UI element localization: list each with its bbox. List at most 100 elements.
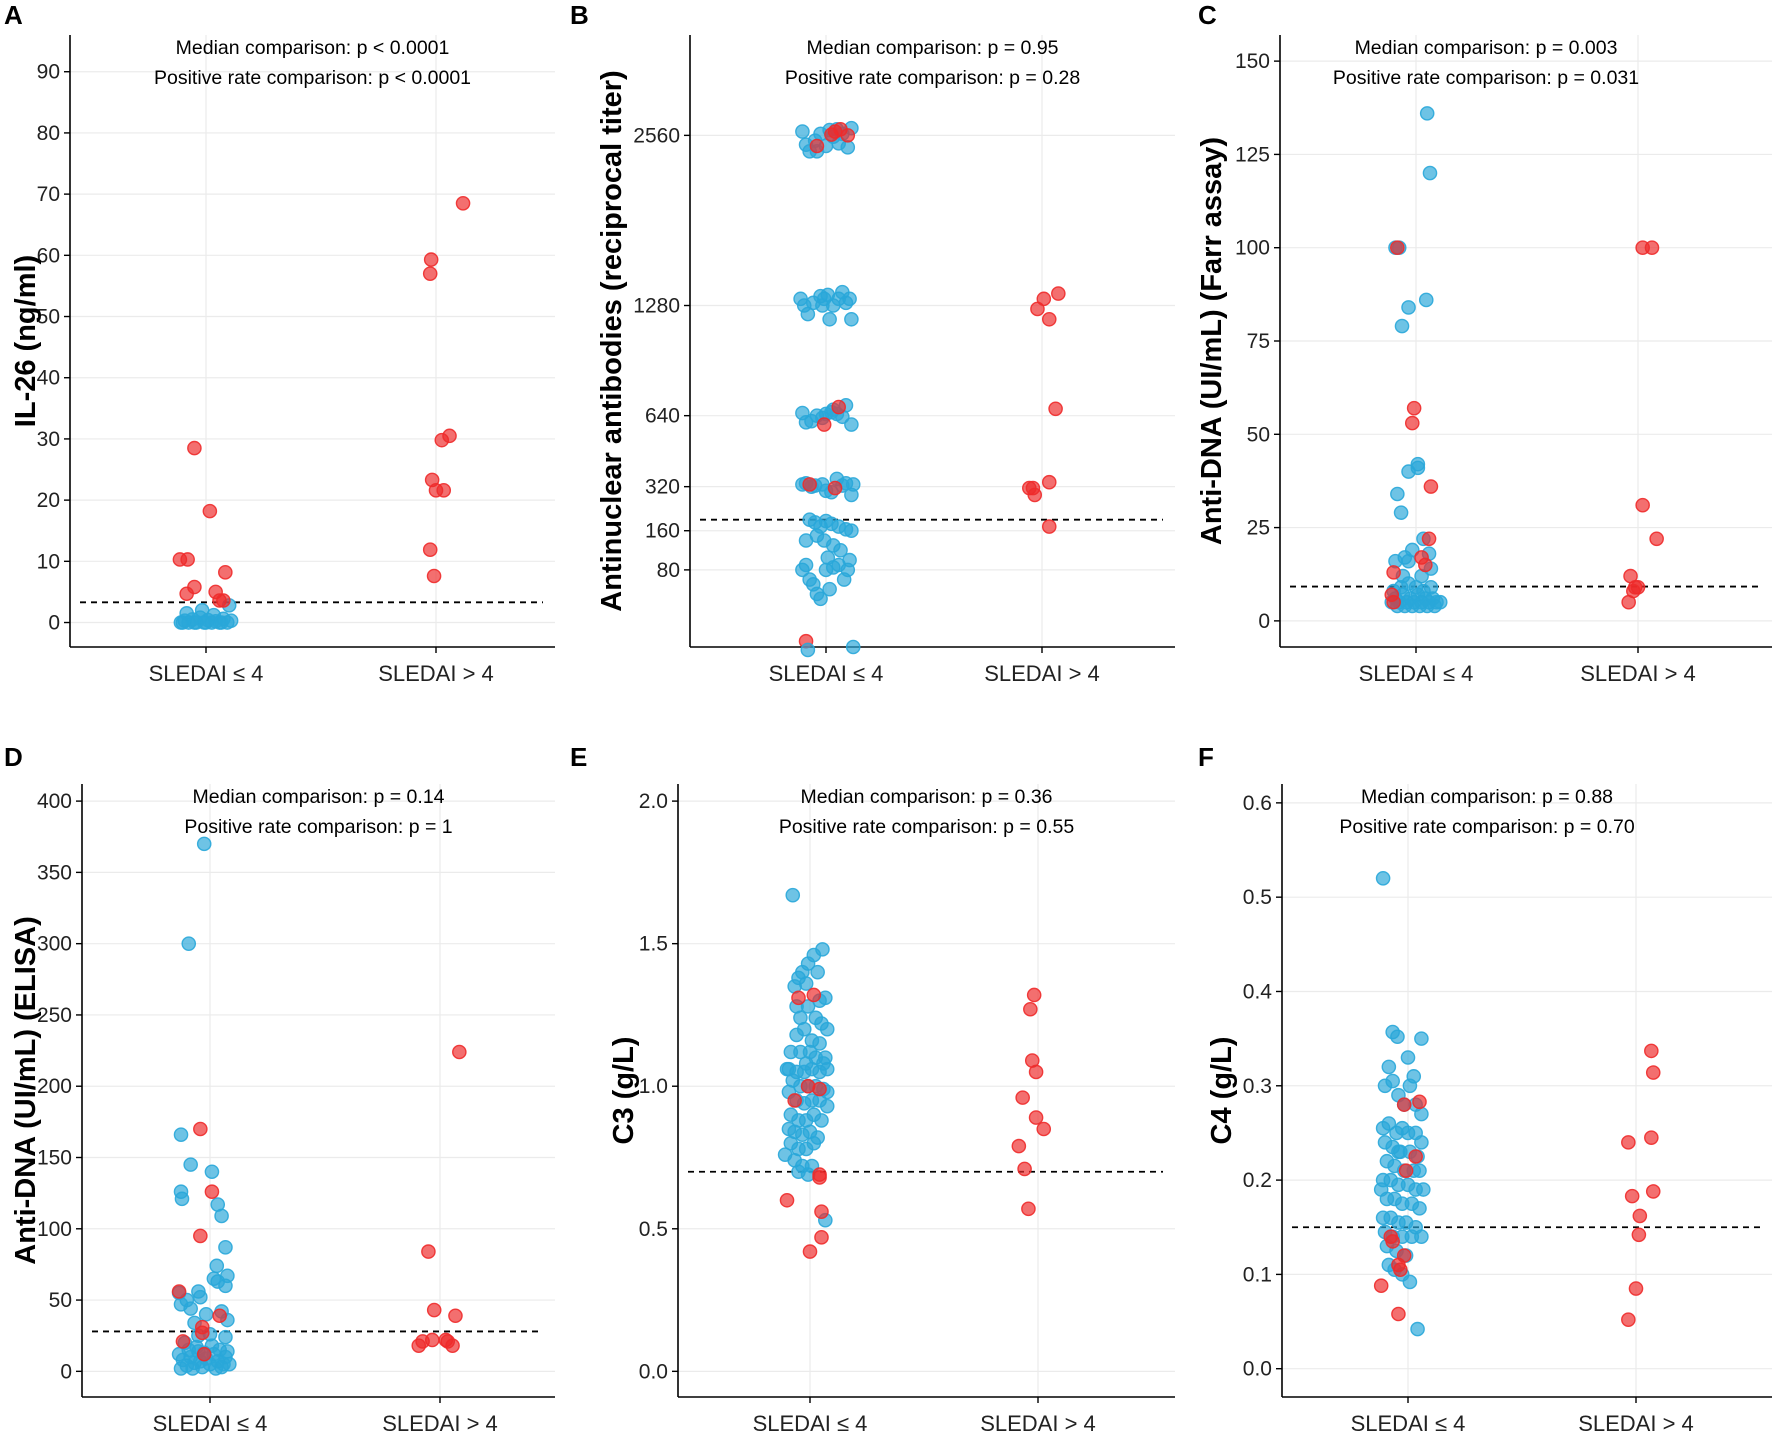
data-point [800,642,816,658]
y-tick-label: 1280 [633,295,680,318]
data-point [1644,1043,1659,1059]
data-point [822,581,837,597]
data-point [1394,318,1410,334]
y-tick-label: 50 [1247,423,1270,446]
y-axis-label: C3 (g/L) [608,1037,640,1145]
data-point [1041,474,1057,490]
y-axis-label: Antinuclear antibodies (reciprocal titer… [596,70,628,611]
data-point [789,1027,804,1043]
data-point [198,615,214,630]
positive-rate-comparison: Positive rate comparison: p = 0.28 [785,67,1080,89]
data-point [1393,505,1409,520]
data-point [787,1093,802,1108]
data-point [798,976,814,991]
data-point [819,1098,835,1114]
y-tick-label: 70 [37,183,60,206]
panel-letter: E [570,742,587,772]
data-point [819,1021,835,1037]
y-tick-label: 400 [37,790,72,813]
data-point [1401,300,1416,315]
data-point [173,1127,189,1142]
data-point [1423,579,1439,595]
data-point [218,1240,233,1255]
data-point [1645,1184,1661,1199]
y-tick-label: 1.0 [639,1075,668,1098]
data-point [218,565,233,580]
data-point [1385,1234,1400,1249]
x-tick-label: SLEDAI > 4 [378,661,494,686]
data-point [212,1308,227,1324]
data-point [785,887,801,903]
data-point [815,298,830,313]
panel-f: 0.0 0.1 0.2 0.3 0.4 0.5 0.6 SLEDAI ≤ 4 SLEDAI > … [1198,742,1772,1431]
data-point [814,1204,829,1219]
data-point [809,138,825,154]
y-tick-label: 0.0 [639,1360,668,1383]
data-point [1390,240,1405,256]
data-point [426,568,442,584]
data-point [183,1157,198,1172]
panel-c: 0 25 50 75 100 125 150 SLEDAI ≤ 4 SLEDAI > 4 Medi… [1196,0,1772,686]
data-point [812,1036,827,1051]
data-point [795,124,810,139]
data-point [1041,519,1057,534]
data-point [1410,460,1426,476]
x-tick-label: SLEDAI ≤ 4 [1359,661,1474,686]
data-point [1375,871,1391,886]
data-point [193,1289,208,1305]
data-point [1385,1073,1400,1089]
y-tick-label: 0 [60,1360,72,1383]
data-point [844,311,859,327]
data-point [214,1208,229,1224]
y-tick-label: 0.6 [1243,792,1272,815]
data-point [1624,1188,1640,1204]
data-point [806,1135,822,1151]
data-point [1021,1201,1036,1217]
data-point [813,591,828,607]
data-point [1051,286,1066,301]
y-tick-label: 250 [37,1004,72,1027]
data-point [1410,1321,1425,1337]
y-tick-label: 0.2 [1243,1169,1272,1192]
data-point [216,593,231,608]
data-point [779,1061,795,1077]
panel-letter: F [1198,742,1214,772]
y-tick-label: 640 [645,405,680,428]
data-point [218,1278,233,1294]
data-point [1432,594,1448,610]
data-point [1023,1001,1038,1017]
data-point [802,1244,818,1259]
median-comparison: Median comparison: p = 0.36 [800,786,1052,808]
y-axis-label: Anti-DNA (UI/mL) (Farr assay) [1196,137,1228,545]
data-point [802,477,817,492]
data-point [1390,1029,1405,1045]
data-point [840,562,856,578]
data-point [1422,165,1438,181]
panel-a: 0 10 20 30 40 50 60 70 80 90 SLEDAI ≤ 4 SLEDAI > 4 M… [4,0,555,686]
data-point [814,1230,829,1245]
data-point [1027,487,1043,503]
y-tick-label: 150 [37,1147,72,1170]
data-point [198,1307,214,1322]
x-tick-label: SLEDAI > 4 [984,661,1100,686]
data-point [423,252,439,267]
data-point [1396,1097,1412,1112]
data-point [175,615,191,630]
data-point [1015,1090,1030,1105]
data-point [1041,311,1057,327]
data-point [204,1184,220,1200]
y-tick-label: 30 [37,428,60,451]
data-point [204,1164,220,1180]
data-point [827,480,843,496]
data-point [183,1301,198,1316]
data-point [175,1334,191,1349]
data-point [196,836,212,852]
data-point [214,615,229,630]
y-tick-label: 60 [37,244,60,267]
y-tick-label: 0 [48,612,60,635]
data-point [193,1121,208,1137]
y-tick-label: 0.1 [1243,1263,1272,1286]
panel-e: 0.0 0.5 1.0 1.5 2.0 SLEDAI ≤ 4 SLEDAI > 4 Media… [570,742,1175,1431]
y-tick-label: 0.5 [639,1218,668,1241]
